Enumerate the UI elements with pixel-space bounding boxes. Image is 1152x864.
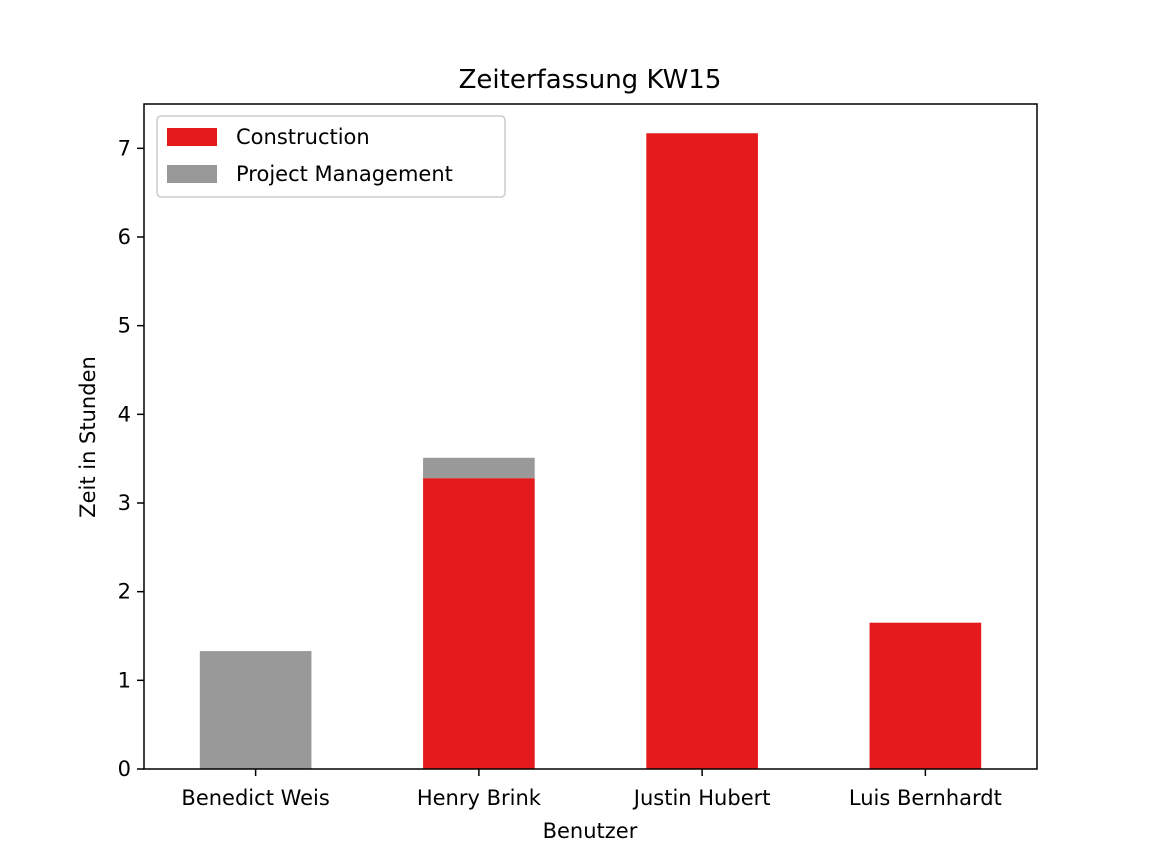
chart-title: Zeiterfassung KW15 [459, 65, 722, 95]
y-tick-label: 6 [118, 225, 131, 249]
y-tick-label: 2 [118, 580, 131, 604]
x-axis: Benedict Weis Henry Brink Justin Hubert Lui… [181, 769, 1002, 810]
bar-henry-brink-project-management [423, 457, 535, 479]
legend-label: Project Management [236, 162, 453, 186]
x-tick-label: Benedict Weis [181, 786, 329, 810]
y-axis: 0 1 2 3 4 5 6 7 [118, 136, 144, 781]
y-axis-label: Zeit in Stunden [76, 356, 100, 518]
y-tick-label: 0 [118, 757, 131, 781]
x-tick-label: Henry Brink [417, 786, 542, 810]
legend-swatch-project-management [167, 165, 217, 183]
y-tick-label: 5 [118, 314, 131, 338]
y-tick-label: 7 [118, 136, 131, 160]
legend-swatch-construction [167, 128, 217, 146]
bar-luis-bernhardt-construction [869, 622, 982, 769]
y-tick-label: 4 [118, 402, 131, 426]
legend-frame [156, 115, 506, 198]
legend-label: Construction [236, 125, 370, 149]
x-tick-label: Justin Hubert [632, 786, 771, 810]
x-axis-label: Benutzer [543, 819, 638, 843]
y-tick-label: 1 [118, 668, 131, 692]
bar-benedict-weis-project-management [199, 651, 312, 769]
y-tick-label: 3 [118, 491, 131, 515]
bar-henry-brink-construction [423, 478, 535, 769]
bar-justin-hubert-construction [646, 133, 758, 769]
legend: Construction Project Management [156, 115, 506, 198]
bars-layer [199, 133, 982, 769]
x-tick-label: Luis Bernhardt [849, 786, 1002, 810]
plot-frame [143, 103, 1038, 770]
